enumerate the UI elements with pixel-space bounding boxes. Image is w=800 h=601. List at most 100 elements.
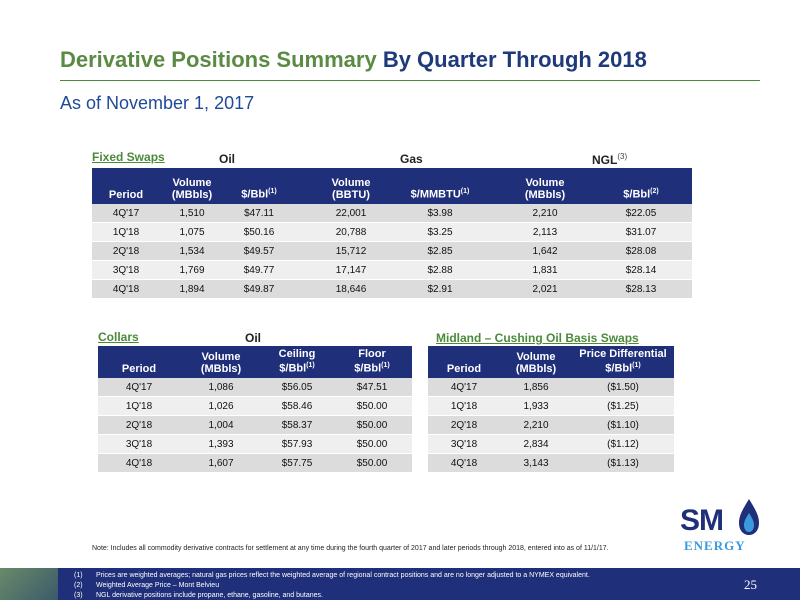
page-subtitle: As of November 1, 2017 xyxy=(60,93,255,113)
cell-price-differential: ($1.10) xyxy=(572,416,674,435)
logo-sm-text: SM xyxy=(680,504,724,537)
col-oil-price: $/Bbl(1) xyxy=(224,168,294,204)
cell-gas-price: $3.25 xyxy=(394,223,486,242)
table-row: 1Q'18 1,933 ($1.25) xyxy=(428,397,674,416)
cell-period: 4Q'17 xyxy=(92,204,160,223)
col-spacer xyxy=(294,168,308,204)
table-row: 4Q'18 3,143 ($1.13) xyxy=(428,454,674,473)
cell-oil-price: $50.16 xyxy=(224,223,294,242)
fixed-swaps-label: Fixed Swaps xyxy=(92,150,165,164)
cell-period: 1Q'18 xyxy=(92,223,160,242)
cell-period: 4Q'17 xyxy=(428,378,500,397)
cell-floor: $47.51 xyxy=(332,378,412,397)
cell-volume: 1,393 xyxy=(180,435,262,454)
cell-oil-volume: 1,534 xyxy=(160,242,224,261)
col-period: Period xyxy=(428,346,500,378)
cell-volume: 2,834 xyxy=(500,435,572,454)
table-row: 4Q'18 1,894 $49.87 18,646 $2.91 2,021 $2… xyxy=(92,280,692,299)
fixed-swaps-ngl-label: NGL(3) xyxy=(592,152,628,167)
col-volume: Volume (MBbls) xyxy=(500,346,572,378)
page-title: Derivative Positions Summary By Quarter … xyxy=(60,47,647,73)
cell-spacer xyxy=(294,223,308,242)
cell-spacer xyxy=(486,204,500,223)
basis-swaps-label: Midland – Cushing Oil Basis Swaps xyxy=(436,331,639,345)
cell-floor: $50.00 xyxy=(332,435,412,454)
col-volume: Volume (MBbls) xyxy=(180,346,262,378)
cell-ceiling: $58.46 xyxy=(262,397,332,416)
footer-bar xyxy=(0,568,800,600)
col-oil-volume: Volume (MBbls) xyxy=(160,168,224,204)
cell-volume: 1,026 xyxy=(180,397,262,416)
col-gas-price: $/MMBTU(1) xyxy=(394,168,486,204)
cell-ngl-volume: 1,831 xyxy=(500,261,590,280)
cell-period: 2Q'18 xyxy=(428,416,500,435)
cell-ngl-volume: 2,021 xyxy=(500,280,590,299)
collars-oil-label: Oil xyxy=(245,331,262,345)
fixed-swaps-gas-label: Gas xyxy=(400,152,423,166)
page-number: 25 xyxy=(744,577,757,592)
cell-spacer xyxy=(486,261,500,280)
sm-energy-logo: SM ENERGY xyxy=(680,498,764,556)
table-row: 1Q'18 1,075 $50.16 20,788 $3.25 2,113 $3… xyxy=(92,223,692,242)
cell-ngl-volume: 1,642 xyxy=(500,242,590,261)
cell-volume: 3,143 xyxy=(500,454,572,473)
cell-spacer xyxy=(486,223,500,242)
cell-gas-price: $3.98 xyxy=(394,204,486,223)
cell-spacer xyxy=(486,242,500,261)
title-part1: Derivative Positions Summary xyxy=(60,47,377,72)
cell-period: 4Q'18 xyxy=(92,280,160,299)
title-part2: By Quarter Through 2018 xyxy=(382,47,647,72)
cell-spacer xyxy=(294,261,308,280)
col-spacer xyxy=(486,168,500,204)
col-ceiling: Ceiling $/Bbl(1) xyxy=(262,346,332,378)
col-gas-volume: Volume (BBTU) xyxy=(308,168,394,204)
cell-ceiling: $58.37 xyxy=(262,416,332,435)
col-period: Period xyxy=(98,346,180,378)
col-ngl-volume: Volume (MBbls) xyxy=(500,168,590,204)
cell-period: 4Q'18 xyxy=(428,454,500,473)
cell-gas-volume: 22,001 xyxy=(308,204,394,223)
table-row: 1Q'18 1,026 $58.46 $50.00 xyxy=(98,397,412,416)
flame-icon xyxy=(739,499,759,535)
table-row: 4Q'17 1,856 ($1.50) xyxy=(428,378,674,397)
cell-period: 1Q'18 xyxy=(428,397,500,416)
cell-oil-volume: 1,075 xyxy=(160,223,224,242)
table-row: 2Q'18 1,004 $58.37 $50.00 xyxy=(98,416,412,435)
cell-oil-price: $49.57 xyxy=(224,242,294,261)
cell-volume: 1,004 xyxy=(180,416,262,435)
cell-ngl-volume: 2,210 xyxy=(500,204,590,223)
cell-ngl-price: $31.07 xyxy=(590,223,692,242)
cell-floor: $50.00 xyxy=(332,416,412,435)
cell-gas-volume: 15,712 xyxy=(308,242,394,261)
col-floor: Floor $/Bbl(1) xyxy=(332,346,412,378)
cell-ceiling: $56.05 xyxy=(262,378,332,397)
cell-volume: 1,086 xyxy=(180,378,262,397)
cell-oil-price: $49.87 xyxy=(224,280,294,299)
basis-swaps-table: Period Volume (MBbls) Price Differential $… xyxy=(428,346,674,473)
cell-volume: 2,210 xyxy=(500,416,572,435)
cell-oil-volume: 1,510 xyxy=(160,204,224,223)
cell-ceiling: $57.75 xyxy=(262,454,332,473)
collars-label: Collars xyxy=(98,330,139,344)
cell-price-differential: ($1.13) xyxy=(572,454,674,473)
col-period: Period xyxy=(92,168,160,204)
cell-gas-volume: 17,147 xyxy=(308,261,394,280)
col-price-differential: Price Differential $/Bbl(1) xyxy=(572,346,674,378)
cell-spacer xyxy=(294,204,308,223)
collars-table: Period Volume (MBbls) Ceiling $/Bbl(1) Flo… xyxy=(98,346,412,473)
cell-gas-price: $2.85 xyxy=(394,242,486,261)
cell-volume: 1,856 xyxy=(500,378,572,397)
footer-accent xyxy=(0,568,58,600)
cell-floor: $50.00 xyxy=(332,397,412,416)
fixed-swaps-table: Period Volume (MBbls) $/Bbl(1) Volume (BBT… xyxy=(92,168,692,299)
cell-spacer xyxy=(294,242,308,261)
cell-price-differential: ($1.50) xyxy=(572,378,674,397)
cell-floor: $50.00 xyxy=(332,454,412,473)
cell-spacer xyxy=(486,280,500,299)
cell-gas-price: $2.88 xyxy=(394,261,486,280)
cell-oil-volume: 1,769 xyxy=(160,261,224,280)
cell-ngl-price: $22.05 xyxy=(590,204,692,223)
cell-ngl-price: $28.13 xyxy=(590,280,692,299)
cell-gas-price: $2.91 xyxy=(394,280,486,299)
cell-period: 4Q'18 xyxy=(98,454,180,473)
